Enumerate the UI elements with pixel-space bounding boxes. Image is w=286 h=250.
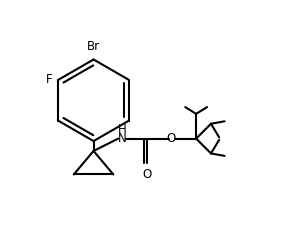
Text: O: O — [167, 132, 176, 145]
Text: O: O — [142, 168, 151, 181]
Text: F: F — [45, 74, 52, 86]
Text: Br: Br — [87, 40, 100, 53]
Text: H: H — [118, 123, 126, 136]
Text: N: N — [118, 132, 126, 145]
